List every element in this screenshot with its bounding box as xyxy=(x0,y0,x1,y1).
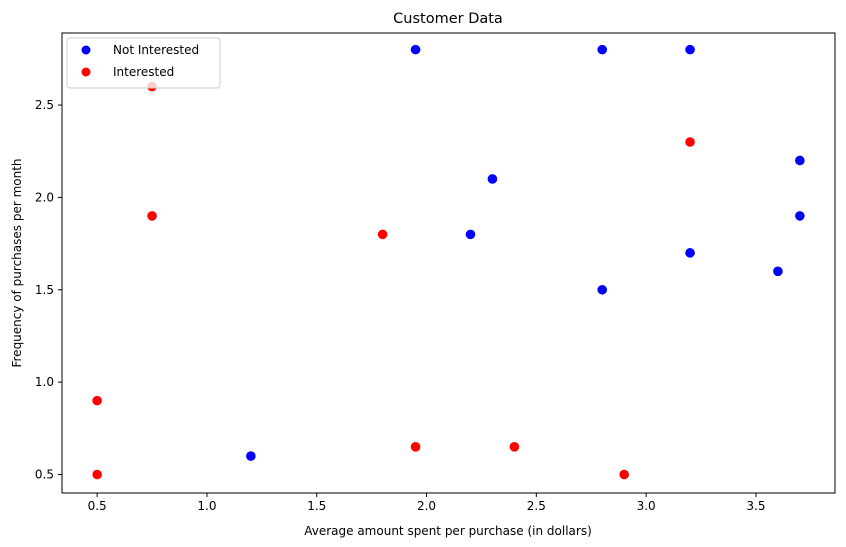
y-tick-label: 2.0 xyxy=(35,190,54,204)
x-axis-label: Average amount spent per purchase (in do… xyxy=(304,524,592,538)
data-point-not-interested xyxy=(773,266,783,277)
legend-label-interested: Interested xyxy=(113,65,174,79)
legend: Not Interested Interested xyxy=(66,37,221,89)
legend-marker-not-interested xyxy=(81,45,91,55)
x-tick-label: 2.0 xyxy=(417,499,436,513)
plot-frame xyxy=(61,32,836,494)
y-tick-label: 2.5 xyxy=(35,98,54,112)
y-tick-label: 1.0 xyxy=(35,375,54,389)
x-tick-label: 2.5 xyxy=(527,499,546,513)
legend-label-not-interested: Not Interested xyxy=(113,43,199,57)
data-point-interested xyxy=(509,442,520,452)
data-point-not-interested xyxy=(597,284,608,295)
data-point-not-interested xyxy=(685,44,695,55)
x-tick-label: 3.5 xyxy=(746,499,765,513)
data-point-not-interested xyxy=(685,248,695,258)
x-tick-label: 3.0 xyxy=(637,499,656,513)
x-axis: 0.5 1.0 1.5 2.0 2.5 3.0 3.5 xyxy=(88,493,765,513)
data-point-not-interested xyxy=(487,174,498,184)
data-point-not-interested xyxy=(465,229,476,240)
data-point-interested xyxy=(147,211,157,221)
y-tick-label: 1.5 xyxy=(35,283,54,297)
data-point-interested xyxy=(619,469,629,480)
data-point-interested xyxy=(92,469,102,480)
data-point-interested xyxy=(92,395,102,406)
data-point-not-interested xyxy=(795,155,805,166)
x-tick-label: 0.5 xyxy=(88,499,107,513)
legend-box xyxy=(66,37,221,89)
y-axis: 0.5 1.0 1.5 2.0 2.5 xyxy=(35,98,62,482)
data-point-interested xyxy=(410,442,421,452)
data-point-interested xyxy=(685,137,695,147)
data-point-not-interested xyxy=(246,451,256,461)
x-tick-label: 1.0 xyxy=(197,499,216,513)
y-tick-label: 0.5 xyxy=(35,468,54,482)
y-axis-label: Frequency of purchases per month xyxy=(10,158,24,367)
data-points xyxy=(92,44,805,480)
plot-border xyxy=(61,32,836,494)
data-point-interested xyxy=(377,229,388,240)
data-point-not-interested xyxy=(410,44,421,55)
data-point-not-interested xyxy=(795,211,805,221)
legend-marker-interested xyxy=(81,67,91,77)
x-tick-label: 1.5 xyxy=(307,499,326,513)
data-point-not-interested xyxy=(597,44,608,55)
chart-title: Customer Data xyxy=(393,11,503,27)
